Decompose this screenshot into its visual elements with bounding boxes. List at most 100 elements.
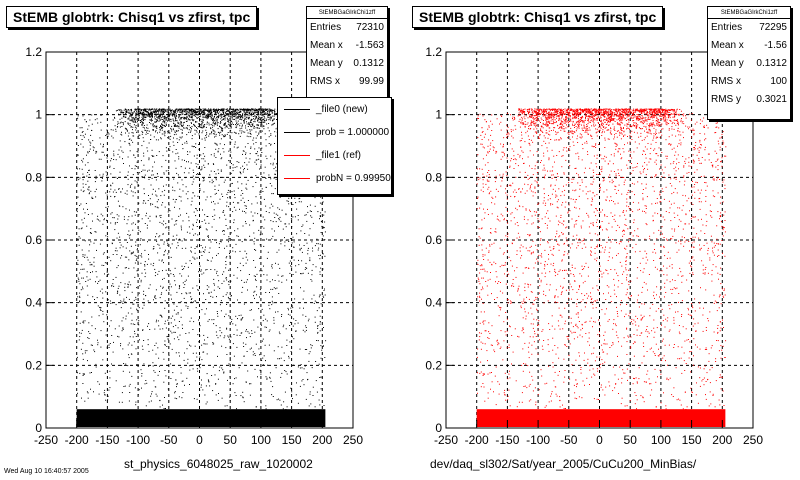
scatter-point	[151, 115, 153, 117]
scatter-point	[115, 176, 117, 178]
scatter-point	[322, 345, 324, 347]
scatter-point	[659, 108, 661, 110]
scatter-point	[131, 313, 133, 315]
scatter-point	[268, 108, 270, 110]
scatter-point	[227, 113, 229, 115]
scatter-point	[203, 343, 205, 345]
scatter-point	[266, 257, 268, 259]
scatter-point	[249, 111, 251, 113]
scatter-point	[225, 112, 227, 114]
scatter-point	[259, 257, 261, 259]
scatter-point	[267, 364, 268, 366]
scatter-point	[195, 113, 197, 115]
scatter-point	[261, 116, 263, 118]
scatter-point	[200, 169, 202, 171]
scatter-point	[141, 387, 142, 389]
scatter-point	[214, 116, 215, 118]
scatter-point	[157, 110, 159, 111]
scatter-point	[218, 280, 220, 282]
scatter-point	[199, 189, 201, 191]
scatter-point	[324, 294, 326, 296]
scatter-point	[165, 124, 167, 126]
scatter-point	[115, 130, 117, 132]
scatter-point	[247, 110, 249, 112]
scatter-point	[309, 391, 311, 393]
scatter-point	[545, 114, 547, 116]
scatter-point	[272, 302, 274, 304]
scatter-point	[273, 177, 275, 179]
scatter-point	[243, 120, 245, 122]
scatter-point	[156, 108, 158, 110]
scatter-point	[633, 112, 635, 114]
scatter-point	[178, 122, 179, 124]
scatter-point	[137, 108, 139, 110]
scatter-point	[235, 395, 237, 396]
scatter-point	[273, 350, 275, 352]
scatter-point	[154, 125, 156, 127]
scatter-point	[151, 177, 153, 179]
scatter-point	[112, 279, 114, 280]
scatter-point	[222, 109, 223, 111]
scatter-point	[87, 337, 89, 339]
scatter-point	[122, 329, 124, 330]
scatter-point	[77, 277, 79, 279]
scatter-point	[176, 125, 178, 127]
scatter-point	[217, 378, 219, 380]
scatter-point	[281, 209, 283, 211]
scatter-point	[196, 210, 198, 212]
scatter-point	[217, 253, 219, 255]
scatter-point	[146, 111, 148, 113]
scatter-point	[187, 266, 189, 268]
scatter-point	[297, 366, 299, 368]
scatter-point	[676, 123, 678, 124]
scatter-point	[585, 114, 587, 116]
scatter-point	[139, 278, 140, 280]
scatter-point	[84, 320, 86, 322]
scatter-point	[190, 299, 192, 300]
scatter-point	[196, 118, 198, 119]
scatter-point	[320, 376, 322, 378]
scatter-point	[237, 116, 239, 118]
scatter-point	[290, 265, 291, 267]
scatter-point	[196, 108, 197, 110]
scatter-point	[182, 113, 184, 115]
scatter-point	[551, 113, 553, 115]
scatter-point	[259, 127, 261, 129]
scatter-point	[138, 185, 140, 187]
scatter-point	[161, 204, 163, 206]
scatter-point	[320, 232, 322, 233]
scatter-point	[118, 401, 120, 403]
scatter-point	[286, 373, 288, 375]
scatter-point	[247, 126, 249, 127]
scatter-point	[133, 121, 135, 123]
scatter-point	[116, 222, 118, 223]
scatter-point	[274, 108, 276, 110]
scatter-point	[265, 405, 267, 407]
scatter-point	[238, 117, 239, 119]
scatter-point	[242, 397, 244, 399]
scatter-point	[161, 113, 163, 115]
scatter-point	[251, 111, 253, 113]
scatter-point	[143, 155, 145, 157]
scatter-point	[134, 324, 136, 325]
scatter-point	[273, 110, 275, 111]
scatter-point	[255, 137, 257, 139]
scatter-point	[120, 343, 122, 345]
scatter-point	[191, 200, 193, 202]
scatter-point	[142, 137, 144, 139]
scatter-point	[196, 285, 198, 287]
scatter-point	[106, 271, 108, 273]
scatter-point	[233, 146, 235, 148]
scatter-point	[139, 231, 141, 233]
scatter-point	[229, 134, 231, 136]
scatter-point	[152, 170, 153, 172]
scatter-point	[160, 314, 162, 316]
scatter-point	[107, 344, 109, 346]
scatter-point	[171, 125, 173, 127]
scatter-point	[207, 379, 209, 381]
scatter-point	[179, 111, 181, 113]
scatter-point	[105, 399, 107, 401]
scatter-point	[246, 279, 248, 281]
scatter-point	[89, 278, 91, 280]
scatter-point	[574, 117, 576, 119]
